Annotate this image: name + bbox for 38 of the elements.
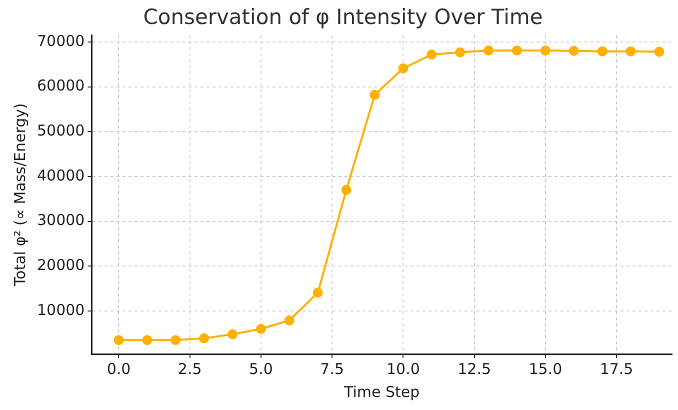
- point: [170, 335, 181, 346]
- point: [455, 47, 466, 58]
- point: [597, 46, 608, 56]
- x-tick-label: 5.0: [249, 360, 273, 378]
- point: [512, 45, 522, 56]
- point: [341, 184, 352, 195]
- x-tick-label: 10.0: [386, 360, 420, 378]
- x-tick-label: 15.0: [528, 360, 562, 378]
- x-tick-label: 17.5: [600, 360, 634, 378]
- point: [398, 63, 408, 74]
- point: [426, 49, 437, 60]
- point: [568, 46, 579, 56]
- point: [228, 329, 238, 340]
- y-tick-label: 60000: [37, 76, 85, 95]
- point: [654, 46, 664, 57]
- x-axis-title: Time Step: [343, 382, 420, 401]
- x-tick-label: 12.5: [458, 360, 492, 378]
- y-tick-label: 70000: [37, 32, 85, 50]
- point: [484, 45, 494, 56]
- point: [626, 46, 636, 56]
- y-tick-label: 20000: [37, 256, 85, 274]
- point: [199, 333, 210, 344]
- point: [142, 335, 152, 346]
- y-tick-label: 30000: [37, 211, 85, 230]
- point: [284, 315, 294, 326]
- chart-title: Conservation of φ Intensity Over Time: [143, 5, 543, 30]
- x-tick-label: 2.5: [178, 360, 202, 378]
- y-tick-label: 10000: [37, 300, 85, 319]
- point: [256, 324, 266, 334]
- point: [540, 45, 550, 56]
- point: [370, 90, 380, 100]
- y-axis-title: Total φ² (∝ Mass/Energy): [10, 103, 29, 288]
- point: [114, 335, 124, 346]
- y-tick-label: 50000: [37, 121, 85, 140]
- y-tick-label: 40000: [37, 166, 85, 184]
- point: [312, 288, 323, 298]
- x-tick-label: 7.5: [320, 360, 344, 378]
- x-tick-label: 0.0: [106, 360, 131, 378]
